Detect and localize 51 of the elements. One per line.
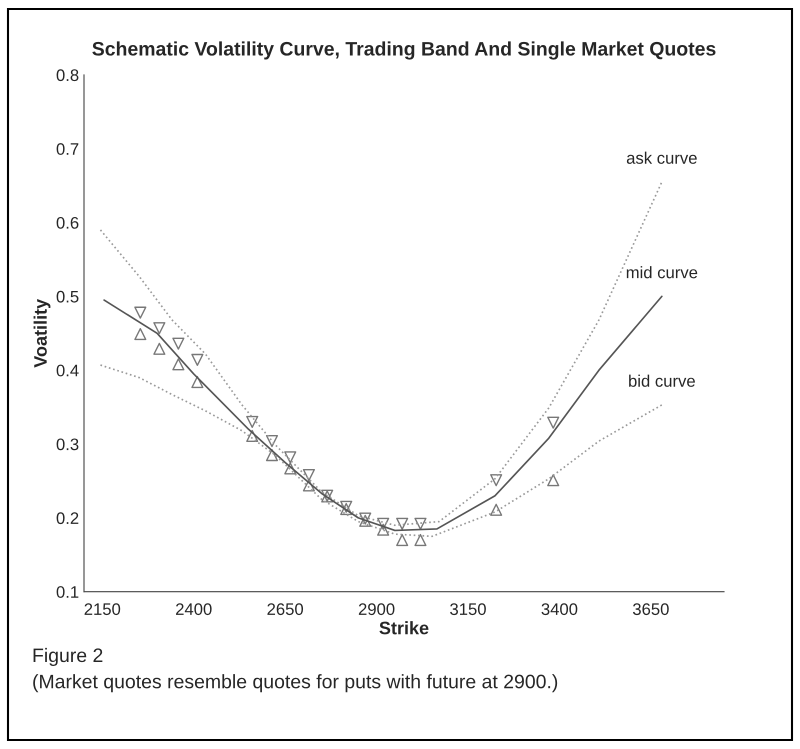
x-tick-label: 2150 (84, 603, 120, 616)
point (266, 435, 278, 448)
point (340, 500, 352, 513)
x-tick-label: 2650 (267, 603, 304, 616)
point (172, 358, 184, 370)
y-tick-label: 0.2 (56, 512, 78, 524)
point (191, 376, 204, 388)
point (547, 474, 560, 486)
point (191, 354, 204, 366)
y-tick-label: 0.1 (56, 586, 78, 598)
point (134, 328, 146, 340)
caption: Figure 2 (34, 648, 102, 666)
y-axis-title: Voatility (34, 298, 50, 368)
x-tick-label: 2900 (358, 603, 394, 616)
x-tick-label: 2400 (176, 603, 212, 616)
y-tick-label: 0.6 (56, 216, 78, 229)
point (153, 342, 166, 355)
point (284, 451, 296, 464)
point (340, 502, 352, 516)
point (414, 534, 427, 546)
y-tick-label: 0.8 (56, 69, 78, 82)
point (490, 474, 502, 486)
y-tick-label: 0.7 (56, 143, 78, 155)
point (134, 306, 146, 319)
text: (Market quotes resemble quotes for puts with future at 2900.) (33, 674, 558, 692)
point (302, 468, 315, 482)
point (377, 518, 390, 530)
point (246, 416, 258, 428)
point (266, 449, 278, 462)
series-label: ask curve (626, 152, 697, 164)
y-tick-label: 0.3 (56, 438, 78, 450)
point (547, 416, 560, 429)
point (246, 430, 258, 442)
point (377, 524, 390, 536)
x-tick-label: 3400 (542, 603, 578, 616)
point (284, 462, 296, 474)
x-tick-label: 3150 (450, 603, 486, 616)
series-label: mid curve (626, 266, 698, 278)
point (414, 518, 427, 530)
x-tick-label: 3650 (632, 603, 669, 616)
chart-title: Schematic Volatility Curve, Trading Band And Single Market Quotes (92, 41, 716, 60)
point (490, 504, 502, 516)
series-label: bid curve (629, 374, 695, 387)
y-tick-label: 0.4 (56, 364, 79, 376)
point (153, 322, 166, 334)
point (302, 479, 315, 492)
point (396, 518, 408, 530)
x-axis-title: Strike (379, 621, 428, 634)
y-tick-label: 0.5 (56, 290, 78, 303)
point (172, 338, 184, 350)
point (396, 534, 408, 546)
